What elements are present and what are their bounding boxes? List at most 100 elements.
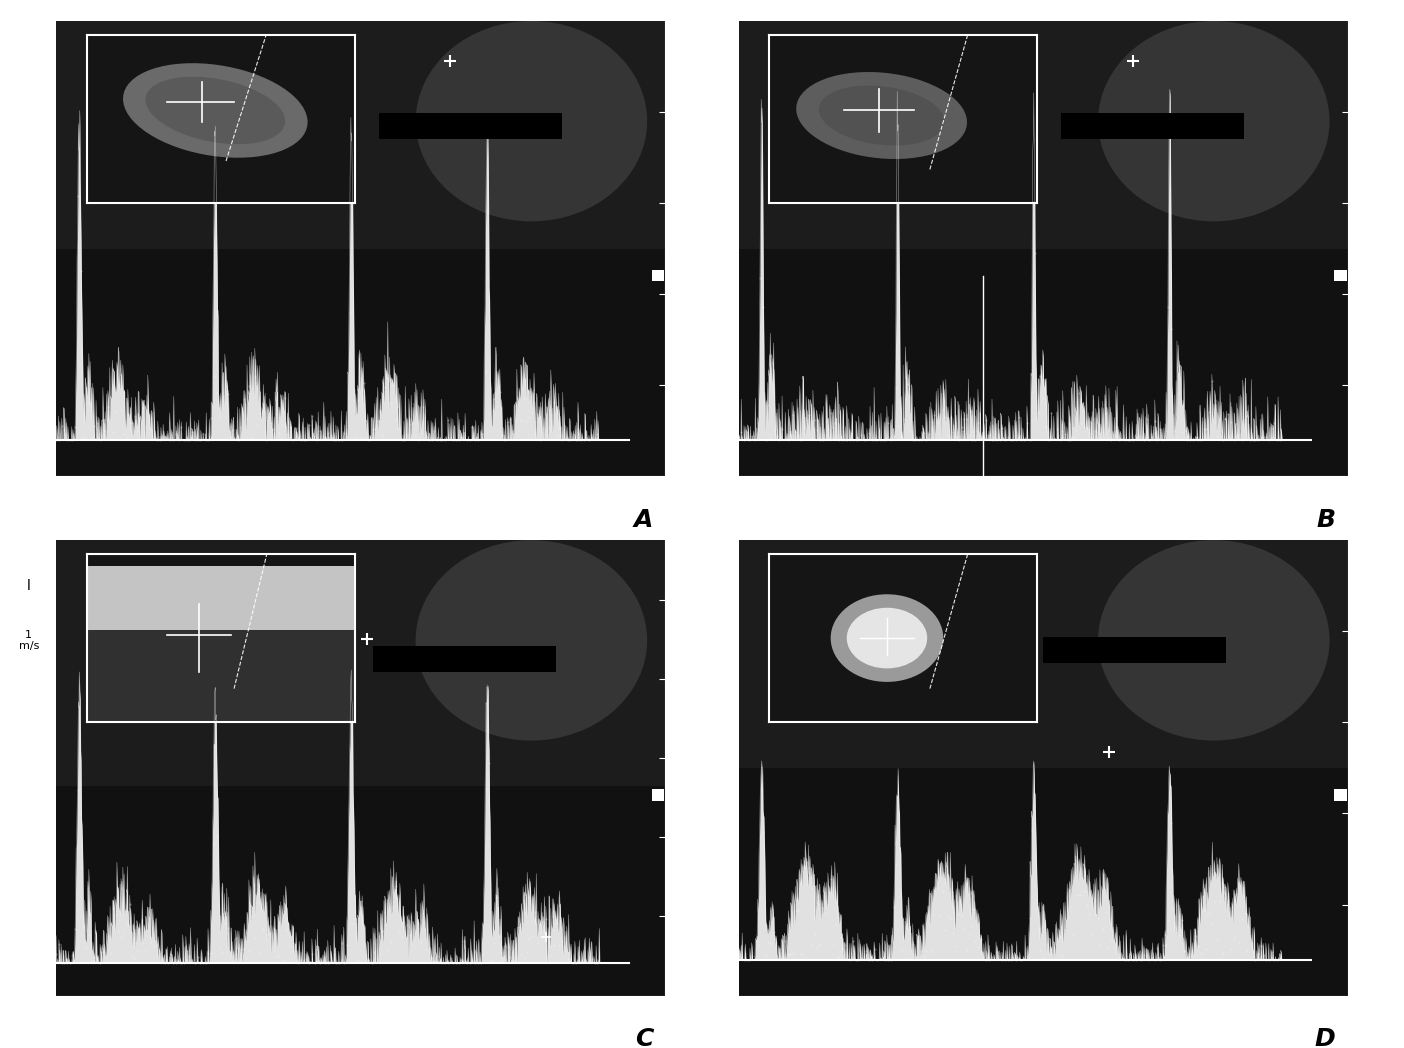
- Point: [730, 423, 753, 440]
- Point: [115, 915, 138, 932]
- Point: [841, 432, 863, 449]
- Point: [216, 919, 239, 936]
- Point: [584, 954, 607, 970]
- Point: [980, 432, 1002, 449]
- Point: [59, 954, 81, 970]
- Point: [309, 954, 331, 970]
- Point: [1250, 429, 1272, 445]
- Point: [1046, 420, 1068, 437]
- Point: [915, 432, 938, 449]
- Point: [754, 432, 776, 449]
- Point: [928, 908, 951, 924]
- Point: [951, 418, 973, 435]
- Point: [164, 425, 187, 442]
- Point: [108, 376, 131, 393]
- Point: [402, 431, 424, 447]
- Point: [243, 368, 265, 385]
- Point: [83, 417, 105, 434]
- Point: [760, 935, 782, 952]
- Point: [376, 395, 399, 412]
- Point: [51, 954, 73, 970]
- Point: [326, 954, 348, 970]
- Point: [1122, 952, 1144, 968]
- Point: [352, 936, 375, 953]
- Point: [428, 953, 451, 969]
- Point: [159, 946, 181, 963]
- Point: [1119, 432, 1141, 449]
- Point: [118, 895, 140, 912]
- Text: [cm/s: [cm/s: [1373, 271, 1398, 281]
- Point: [1154, 937, 1177, 954]
- Point: [882, 428, 904, 444]
- Point: [170, 418, 192, 435]
- Point: [413, 398, 435, 415]
- Point: [553, 953, 576, 969]
- Point: [1228, 427, 1251, 443]
- Point: [192, 425, 215, 442]
- Point: [965, 933, 987, 949]
- Point: [535, 911, 557, 927]
- Point: [1139, 432, 1161, 449]
- Point: [480, 952, 503, 968]
- Point: [1233, 415, 1255, 432]
- Point: [1040, 940, 1063, 957]
- Point: [178, 432, 201, 449]
- Point: [361, 954, 383, 970]
- Point: [768, 432, 790, 449]
- Point: [239, 377, 261, 394]
- Point: [94, 948, 117, 965]
- Point: [838, 432, 861, 449]
- Point: [233, 391, 256, 408]
- Point: [1228, 933, 1251, 949]
- Point: [274, 390, 296, 407]
- Bar: [56, 540, 665, 786]
- Point: [100, 412, 122, 429]
- Point: [1035, 936, 1057, 953]
- Point: [1056, 909, 1078, 925]
- Point: [170, 954, 192, 970]
- Point: [1073, 418, 1095, 435]
- Point: [543, 394, 566, 411]
- Point: [1015, 948, 1038, 965]
- Point: [286, 954, 309, 970]
- Point: [931, 883, 953, 900]
- Point: [72, 918, 94, 935]
- Bar: [651, 270, 664, 282]
- Point: [475, 781, 497, 798]
- Point: [866, 952, 889, 968]
- Point: [512, 949, 535, 966]
- Point: [309, 422, 331, 439]
- Point: [312, 953, 334, 969]
- Point: [1130, 952, 1153, 968]
- Text: 3: 3: [1370, 130, 1377, 139]
- Point: [1133, 432, 1155, 449]
- Point: [1230, 432, 1252, 449]
- Point: [814, 427, 837, 443]
- Point: [967, 415, 990, 432]
- Point: [350, 430, 372, 446]
- Point: [222, 953, 244, 969]
- Point: [292, 953, 314, 969]
- Point: [994, 432, 1016, 449]
- Point: [314, 954, 337, 970]
- Point: [1214, 879, 1237, 896]
- Point: [251, 403, 274, 420]
- Point: [910, 432, 932, 449]
- Point: [521, 927, 543, 944]
- Point: [1035, 419, 1057, 436]
- Text: 1
m/s: 1 m/s: [18, 630, 39, 651]
- Point: [1108, 945, 1130, 962]
- Point: [793, 858, 816, 875]
- Point: [91, 412, 114, 429]
- Point: [570, 953, 592, 969]
- Point: [817, 896, 840, 913]
- Point: [573, 954, 595, 970]
- Point: [969, 931, 991, 947]
- Point: [338, 915, 361, 932]
- Point: [974, 412, 997, 429]
- Point: [167, 432, 190, 449]
- Bar: [56, 248, 665, 477]
- Point: [847, 432, 869, 449]
- Point: [341, 401, 364, 418]
- Point: [88, 954, 111, 970]
